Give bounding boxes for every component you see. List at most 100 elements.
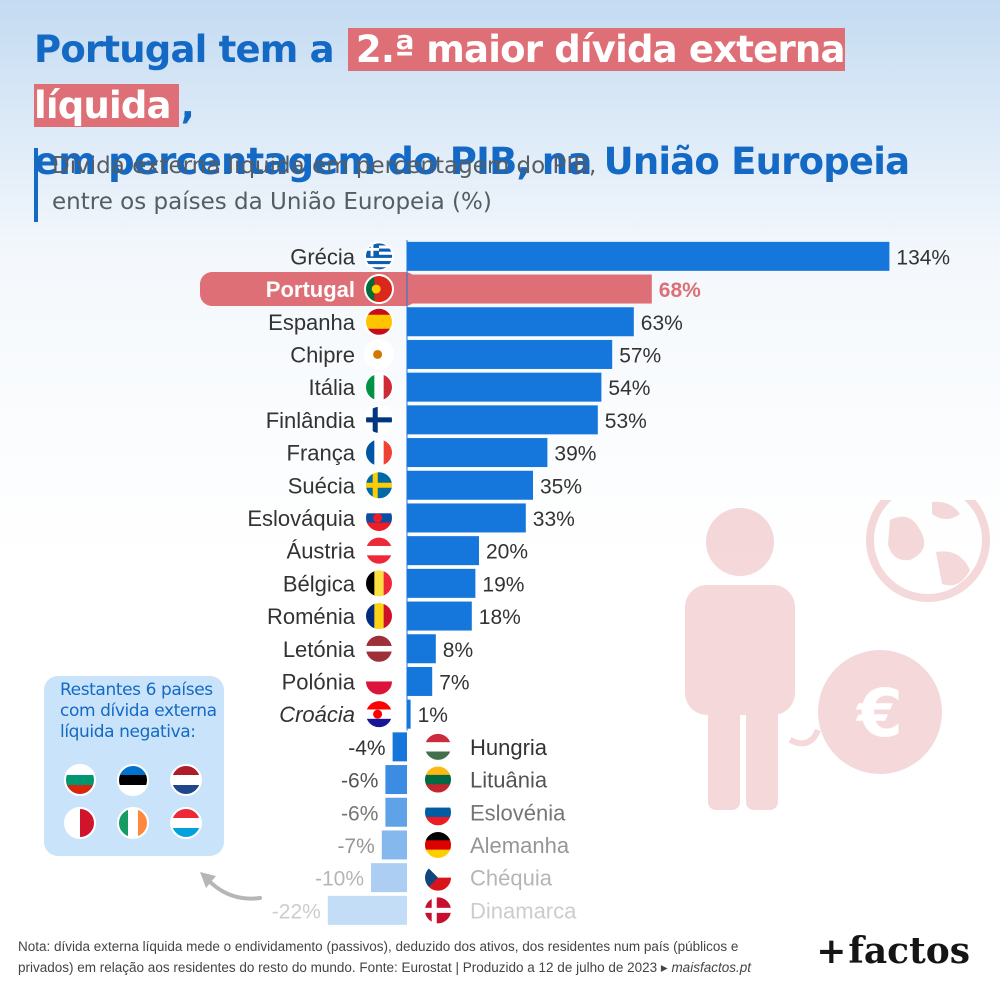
- value-label: 39%: [554, 443, 596, 466]
- value-label: 7%: [439, 671, 469, 694]
- bar: [407, 601, 472, 631]
- flag-fi-icon: [364, 404, 394, 435]
- bar: [407, 339, 613, 369]
- flag-fr-icon: [364, 437, 394, 468]
- value-label: -10%: [315, 868, 364, 891]
- value-label: 68%: [659, 279, 701, 302]
- flag-lv-icon: [364, 633, 394, 664]
- category-label: Eslovénia: [470, 800, 566, 825]
- person-leg-left: [708, 700, 740, 810]
- flag-ee-icon: [117, 764, 149, 796]
- title-part1: Portugal tem a: [34, 28, 335, 71]
- bar-chart: 134% Grécia 68% Portugal 63% Espanha 57% Chipre…: [200, 240, 950, 926]
- flag-si-icon: [423, 797, 453, 828]
- flag-cy-icon: [364, 339, 394, 370]
- flag-de-icon: [423, 829, 453, 860]
- flag-dk-icon: [423, 895, 453, 926]
- category-label: Itália: [309, 375, 356, 400]
- flag-ie-icon: [117, 807, 149, 839]
- category-label: Suécia: [288, 473, 356, 498]
- chart-title: Portugal tem a 2.ª maior dívida externa …: [34, 22, 984, 190]
- category-label: Dinamarca: [470, 898, 577, 923]
- bar: [407, 536, 479, 566]
- flag-lt-icon: [423, 764, 453, 795]
- category-label: Espanha: [268, 310, 356, 335]
- bar: [407, 568, 476, 598]
- flag-at-icon: [364, 535, 394, 566]
- bar: [407, 438, 548, 468]
- chart-subtitle: Dívida externa líquida em percentagem do…: [34, 148, 752, 222]
- flag-it-icon: [364, 372, 394, 403]
- flag-sk-icon: [364, 502, 394, 533]
- remaining-countries-text: Restantes 6 países com dívida externa lí…: [60, 680, 217, 742]
- chain: [788, 728, 821, 747]
- flag-cz-icon: [423, 862, 453, 893]
- value-label: 20%: [486, 541, 528, 564]
- title-line2: em percentagem do PIB, na União Europeia: [34, 140, 910, 183]
- flag-es-icon: [364, 306, 394, 337]
- bar: [407, 634, 436, 664]
- remaining-countries-box: Restantes 6 países com dívida externa lí…: [44, 676, 224, 856]
- value-label: 53%: [605, 410, 647, 433]
- value-label: -4%: [348, 737, 385, 760]
- footnote: Nota: dívida externa líquida mede o endi…: [18, 936, 778, 978]
- category-label: Roménia: [267, 604, 356, 629]
- value-label: -22%: [272, 900, 321, 923]
- title-part2: ,: [180, 84, 195, 127]
- category-label: Áustria: [287, 539, 356, 564]
- value-label: 18%: [479, 606, 521, 629]
- subtitle-line2: entre os países da União Europeia (%): [52, 189, 492, 215]
- svg-text:€: €: [855, 675, 903, 752]
- value-label: 8%: [443, 639, 473, 662]
- bar: [385, 797, 407, 827]
- bar: [407, 274, 652, 304]
- category-label: Hungria: [470, 735, 548, 760]
- category-label: Croácia: [279, 702, 355, 727]
- flag-hu-icon: [423, 731, 453, 762]
- bar: [371, 863, 407, 893]
- bar: [392, 732, 407, 762]
- flag-nl-icon: [170, 764, 202, 796]
- flag-lu-icon: [170, 807, 202, 839]
- bar: [327, 895, 407, 925]
- category-label: Lituânia: [470, 768, 548, 793]
- category-label: Alemanha: [470, 833, 570, 858]
- category-label: Bélgica: [283, 571, 356, 596]
- category-label: Portugal: [266, 277, 355, 302]
- person-leg-right: [746, 700, 778, 810]
- bar: [407, 405, 598, 435]
- footnote-site: maisfactos.pt: [671, 960, 751, 975]
- flag-ro-icon: [364, 601, 394, 632]
- bar: [407, 699, 411, 729]
- category-label: Grécia: [290, 244, 356, 269]
- value-label: 35%: [540, 475, 582, 498]
- flag-mt-icon: [64, 807, 96, 839]
- flag-bg-icon: [64, 764, 96, 796]
- value-label: 54%: [608, 377, 650, 400]
- value-label: 134%: [896, 246, 950, 269]
- person-body: [685, 585, 795, 715]
- category-label: Chéquia: [470, 866, 553, 891]
- value-label: -6%: [341, 770, 378, 793]
- remaining-flags: [64, 764, 202, 839]
- value-label: -7%: [337, 835, 374, 858]
- value-label: 57%: [619, 344, 661, 367]
- value-label: -6%: [341, 802, 378, 825]
- value-label: 63%: [641, 312, 683, 335]
- globe-icon: [866, 500, 990, 602]
- value-label: 1%: [418, 704, 448, 727]
- bar: [407, 503, 526, 533]
- category-label: Eslováquia: [247, 506, 355, 531]
- flag-pt-icon: [364, 274, 394, 305]
- euro-ball-icon: [818, 650, 942, 774]
- footnote-text: Nota: dívida externa líquida mede o endi…: [18, 939, 739, 975]
- flag-hr-icon: [364, 699, 394, 730]
- flag-be-icon: [364, 568, 394, 599]
- highlight-pill: [200, 272, 417, 307]
- category-label: Finlândia: [266, 408, 356, 433]
- bar: [407, 666, 433, 696]
- subtitle-line1: Dívida externa líquida em percentagem do…: [52, 153, 597, 179]
- category-label: Polónia: [282, 669, 356, 694]
- category-label: Letónia: [283, 637, 356, 662]
- bar: [407, 372, 602, 402]
